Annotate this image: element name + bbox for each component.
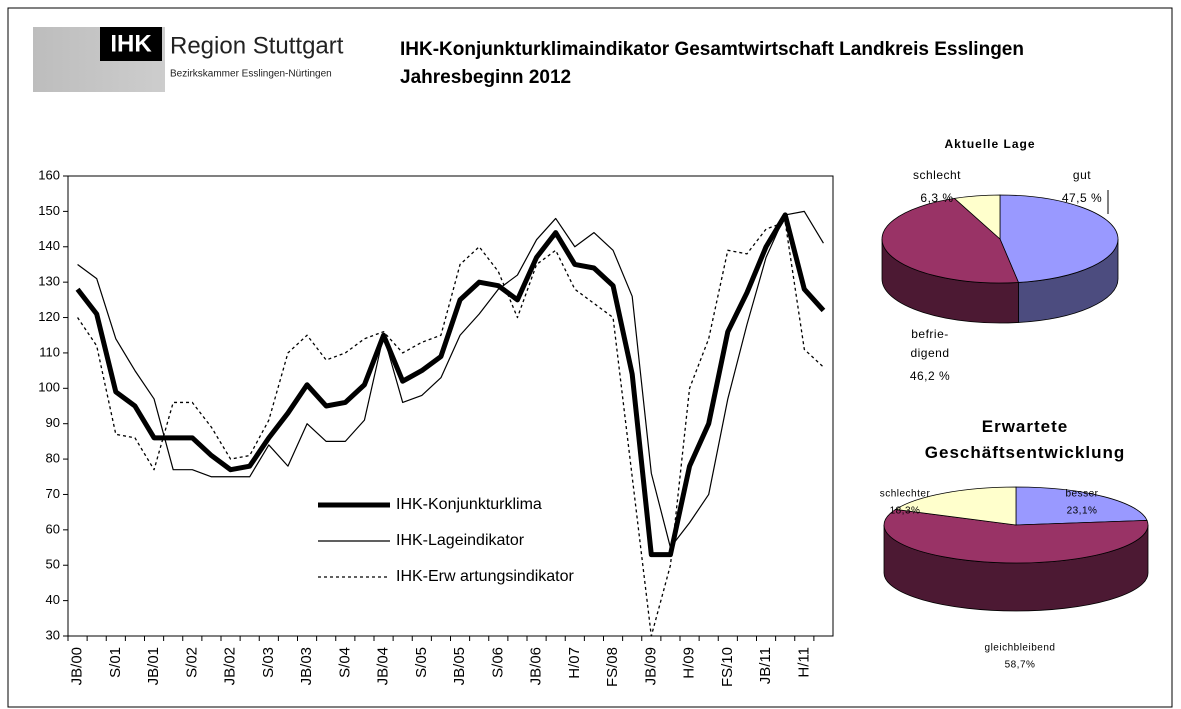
pie-value-label: 58,7%	[1005, 660, 1036, 671]
pie-value-label: 6,3 %	[920, 191, 953, 205]
x-tick-label: FS/10	[719, 647, 736, 687]
pie-label: schlecht	[913, 168, 961, 182]
pie-slice	[1015, 486, 1148, 526]
x-tick-label: S/03	[260, 647, 277, 678]
y-tick-label: 70	[46, 486, 60, 501]
x-tick-label: S/06	[489, 647, 506, 678]
series-line	[77, 221, 824, 637]
title: IHK-Konjunkturklimaindikator Gesamtwirts…	[400, 39, 1024, 60]
pie-value-label: 46,2 %	[910, 369, 950, 383]
y-tick-label: 100	[38, 380, 60, 395]
pie-label: besser	[1065, 489, 1098, 500]
x-tick-label: JB/02	[222, 647, 239, 685]
pie-label: gleichbleibend	[985, 643, 1056, 654]
pie-slice	[894, 486, 1017, 526]
y-tick-label: 60	[46, 521, 60, 536]
x-tick-label: S/04	[336, 647, 353, 678]
x-tick-label: H/07	[566, 647, 583, 679]
plot-area	[67, 175, 834, 637]
brand-sub: Bezirkskammer Esslingen-Nürtingen	[170, 69, 332, 80]
y-tick-label: 40	[46, 592, 60, 607]
y-tick-label: 90	[46, 415, 60, 430]
legend-label: IHK-Erw artungsindikator	[396, 568, 575, 585]
y-tick-label: 30	[46, 627, 60, 642]
x-tick-label: JB/11	[757, 647, 774, 684]
x-tick-label: FS/08	[604, 647, 621, 687]
frame	[7, 7, 1173, 708]
legend-label: IHK-Lageindikator	[396, 532, 525, 549]
x-tick-label: JB/09	[642, 647, 659, 685]
pie-value-label: 23,1%	[1067, 506, 1098, 517]
pie-label: befrie-digend	[910, 327, 949, 360]
subtitle: Jahresbeginn 2012	[400, 67, 571, 88]
logo-white	[165, 27, 355, 92]
x-tick-label: JB/05	[451, 647, 468, 685]
x-tick-label: JB/03	[298, 647, 315, 685]
pie-slice	[999, 194, 1119, 283]
y-tick-label: 80	[46, 451, 60, 466]
pie-title: Erwartete Geschäftsentwicklung	[925, 417, 1125, 462]
x-tick-label: S/01	[107, 647, 124, 678]
x-tick-label: S/02	[183, 647, 200, 678]
y-tick-label: 160	[38, 167, 60, 182]
brand: Region Stuttgart	[170, 32, 344, 59]
pie-value-label: 47,5 %	[1062, 191, 1102, 205]
y-tick-label: 140	[38, 238, 60, 253]
pie-slice	[883, 509, 1149, 564]
pie-value-label: 18,3%	[890, 506, 921, 517]
logo-box	[100, 27, 162, 61]
y-tick-label: 130	[38, 274, 60, 289]
x-tick-label: JB/06	[528, 647, 545, 685]
y-tick-label: 110	[39, 344, 60, 359]
x-tick-label: JB/00	[69, 647, 86, 685]
x-tick-label: JB/04	[375, 647, 392, 685]
y-tick-label: 150	[38, 203, 60, 218]
pie-slice	[953, 194, 1001, 240]
x-tick-label: S/05	[413, 647, 430, 678]
pie-label: schlechter	[880, 489, 931, 500]
pie-title: Aktuelle Lage	[944, 137, 1035, 151]
legend-label: IHK-Konjunkturklima	[396, 496, 542, 513]
y-tick-label: 50	[46, 557, 60, 572]
y-tick-label: 120	[38, 309, 60, 324]
x-tick-label: H/11	[795, 647, 812, 678]
x-tick-label: H/09	[681, 647, 698, 679]
series-line	[75, 212, 826, 558]
pie-slice	[881, 197, 1020, 284]
pie-label: gut	[1073, 168, 1091, 182]
series-line	[77, 210, 824, 549]
logo-text: IHK	[110, 30, 152, 57]
x-tick-label: JB/01	[145, 647, 162, 685]
